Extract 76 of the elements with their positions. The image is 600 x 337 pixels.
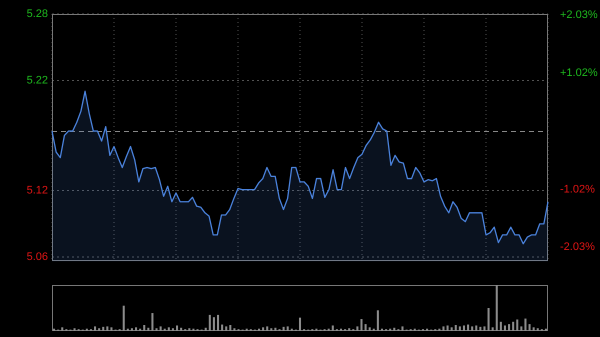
bar: [102, 326, 104, 331]
bar: [286, 326, 289, 331]
bar: [212, 317, 215, 331]
bar: [516, 320, 518, 331]
y-tick-label: 5.12: [26, 184, 48, 197]
bar: [488, 308, 490, 331]
bar: [262, 327, 264, 331]
bar: [298, 318, 302, 331]
bar: [504, 325, 506, 331]
bar: [458, 326, 461, 331]
bar: [479, 326, 482, 331]
bar: [180, 328, 182, 331]
bar: [229, 325, 232, 331]
bar: [274, 328, 276, 331]
bar: [332, 325, 334, 331]
bar: [270, 328, 272, 331]
bar: [483, 326, 486, 331]
bar: [450, 327, 453, 331]
y2-tick-label: -1.02%: [560, 183, 596, 196]
bar: [122, 306, 125, 331]
bar: [512, 322, 514, 331]
bar: [520, 326, 522, 331]
y-tick-label: 5.28: [26, 8, 48, 20]
bar: [524, 318, 526, 331]
bar: [376, 310, 379, 331]
bar: [360, 319, 363, 331]
bar: [208, 314, 211, 331]
bar: [216, 314, 220, 331]
bar: [94, 326, 96, 331]
bar: [442, 326, 444, 331]
bar: [500, 322, 502, 331]
bar: [266, 326, 268, 331]
bar: [176, 325, 178, 331]
bar: [188, 328, 190, 331]
y2-tick-label: +2.03%: [560, 9, 598, 22]
bar: [168, 327, 170, 331]
bar: [74, 328, 76, 331]
bar: [471, 326, 474, 331]
bar: [143, 325, 146, 331]
bar: [364, 324, 367, 331]
bar: [61, 327, 64, 331]
y2-tick-label: +1.02%: [560, 66, 598, 79]
bar: [110, 327, 112, 331]
bar: [151, 313, 154, 331]
bar: [156, 328, 158, 331]
y-tick-label: 5.22: [26, 74, 48, 86]
y2-tick-label: -2.03%: [560, 241, 596, 254]
bar: [204, 328, 207, 331]
bar: [532, 327, 535, 331]
bar: [393, 328, 396, 331]
bar: [221, 324, 224, 331]
bar: [147, 328, 150, 331]
bar: [454, 325, 457, 331]
bar: [98, 328, 100, 331]
bar: [172, 328, 174, 331]
bar: [475, 325, 478, 331]
bar: [446, 325, 449, 331]
bar: [282, 326, 285, 331]
bar: [233, 328, 236, 331]
bar: [462, 325, 465, 331]
bar: [160, 326, 162, 331]
bar: [106, 326, 108, 331]
bar: [356, 326, 358, 331]
bar: [508, 324, 510, 331]
bar: [401, 326, 404, 331]
bar: [225, 326, 228, 331]
bar: [467, 324, 470, 331]
bar: [528, 324, 531, 331]
bar: [496, 285, 498, 331]
bar: [368, 327, 371, 331]
bar: [348, 328, 350, 331]
bar: [536, 328, 539, 331]
bar: [492, 327, 494, 331]
y-tick-label: 5.06: [26, 251, 48, 264]
bar: [135, 327, 138, 331]
bar: [130, 328, 133, 331]
